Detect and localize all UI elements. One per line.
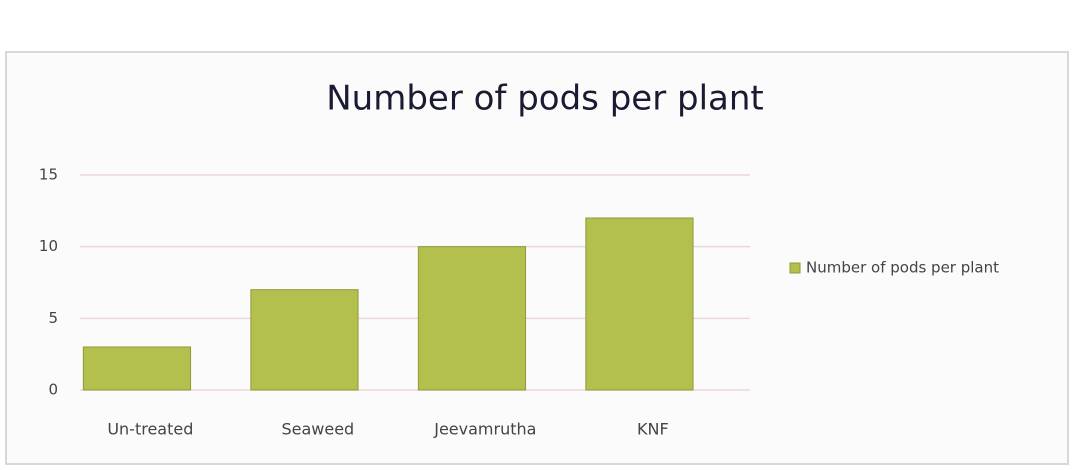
x-tick-label: KNF [637,420,669,439]
y-tick-label: 15 [39,166,58,184]
y-tick-label: 10 [39,237,58,255]
legend-swatch [789,262,801,274]
bar [250,289,359,391]
y-tick-label: 0 [48,381,58,399]
bar [82,346,192,391]
x-tick-label: Un-treated [107,420,193,439]
chart-frame [5,51,1069,465]
legend-label: Number of pods per plant [806,259,999,277]
x-tick-label: Jeevamrutha [433,420,536,439]
x-tick-label: Seaweed [281,420,354,439]
bar [417,246,527,391]
bar [585,217,694,391]
chart-title: Number of pods per plant [326,79,763,119]
y-tick-label: 5 [48,309,58,327]
